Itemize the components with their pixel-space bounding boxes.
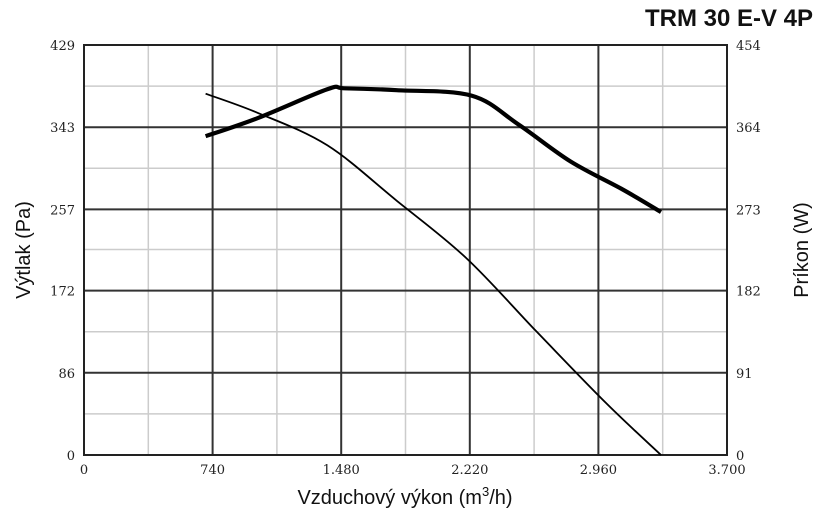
power-curve bbox=[204, 84, 663, 214]
x-tick-labels: 0 740 1.480 2.220 2.960 3.700 bbox=[80, 463, 746, 478]
y-right-tick-label: 91 bbox=[736, 367, 753, 382]
y-right-tick-label: 364 bbox=[736, 121, 761, 136]
y-right-tick-label: 182 bbox=[736, 285, 761, 300]
x-axis-title: Vzduchový výkon (m3/h) bbox=[297, 484, 512, 509]
y-right-axis-title: Príkon (W) bbox=[791, 202, 813, 298]
x-tick-label: 3.700 bbox=[708, 463, 745, 478]
x-tick-label: 2.960 bbox=[580, 463, 617, 478]
minor-grid bbox=[84, 45, 727, 455]
plot-frame bbox=[83, 44, 728, 456]
y-left-tick-label: 343 bbox=[50, 121, 75, 136]
y-left-tick-labels: 0 86 172 257 343 429 bbox=[50, 39, 75, 464]
y-right-tick-label: 454 bbox=[736, 39, 761, 54]
y-left-tick-label: 429 bbox=[50, 39, 75, 54]
y-left-tick-label: 0 bbox=[67, 449, 75, 464]
x-axis-title-sup: 3 bbox=[482, 484, 489, 499]
x-tick-label: 0 bbox=[80, 463, 88, 478]
y-right-tick-label: 0 bbox=[736, 449, 744, 464]
chart-title: TRM 30 E-V 4P bbox=[645, 5, 813, 32]
y-left-tick-label: 172 bbox=[50, 285, 75, 300]
x-tick-label: 740 bbox=[200, 463, 225, 478]
pressure-curve bbox=[205, 92, 662, 456]
x-axis-title-main: Vzduchový výkon (m bbox=[297, 487, 482, 509]
series-group bbox=[204, 84, 663, 456]
x-tick-label: 1.480 bbox=[323, 463, 360, 478]
y-left-axis-title: Výtlak (Pa) bbox=[13, 201, 35, 299]
x-tick-label: 2.220 bbox=[451, 463, 488, 478]
x-axis-title-tail: /h) bbox=[489, 487, 512, 509]
y-right-tick-labels: 0 91 182 273 364 454 bbox=[736, 39, 761, 464]
y-left-tick-label: 257 bbox=[50, 203, 75, 218]
y-right-tick-label: 273 bbox=[736, 203, 761, 218]
y-left-tick-label: 86 bbox=[58, 367, 75, 382]
